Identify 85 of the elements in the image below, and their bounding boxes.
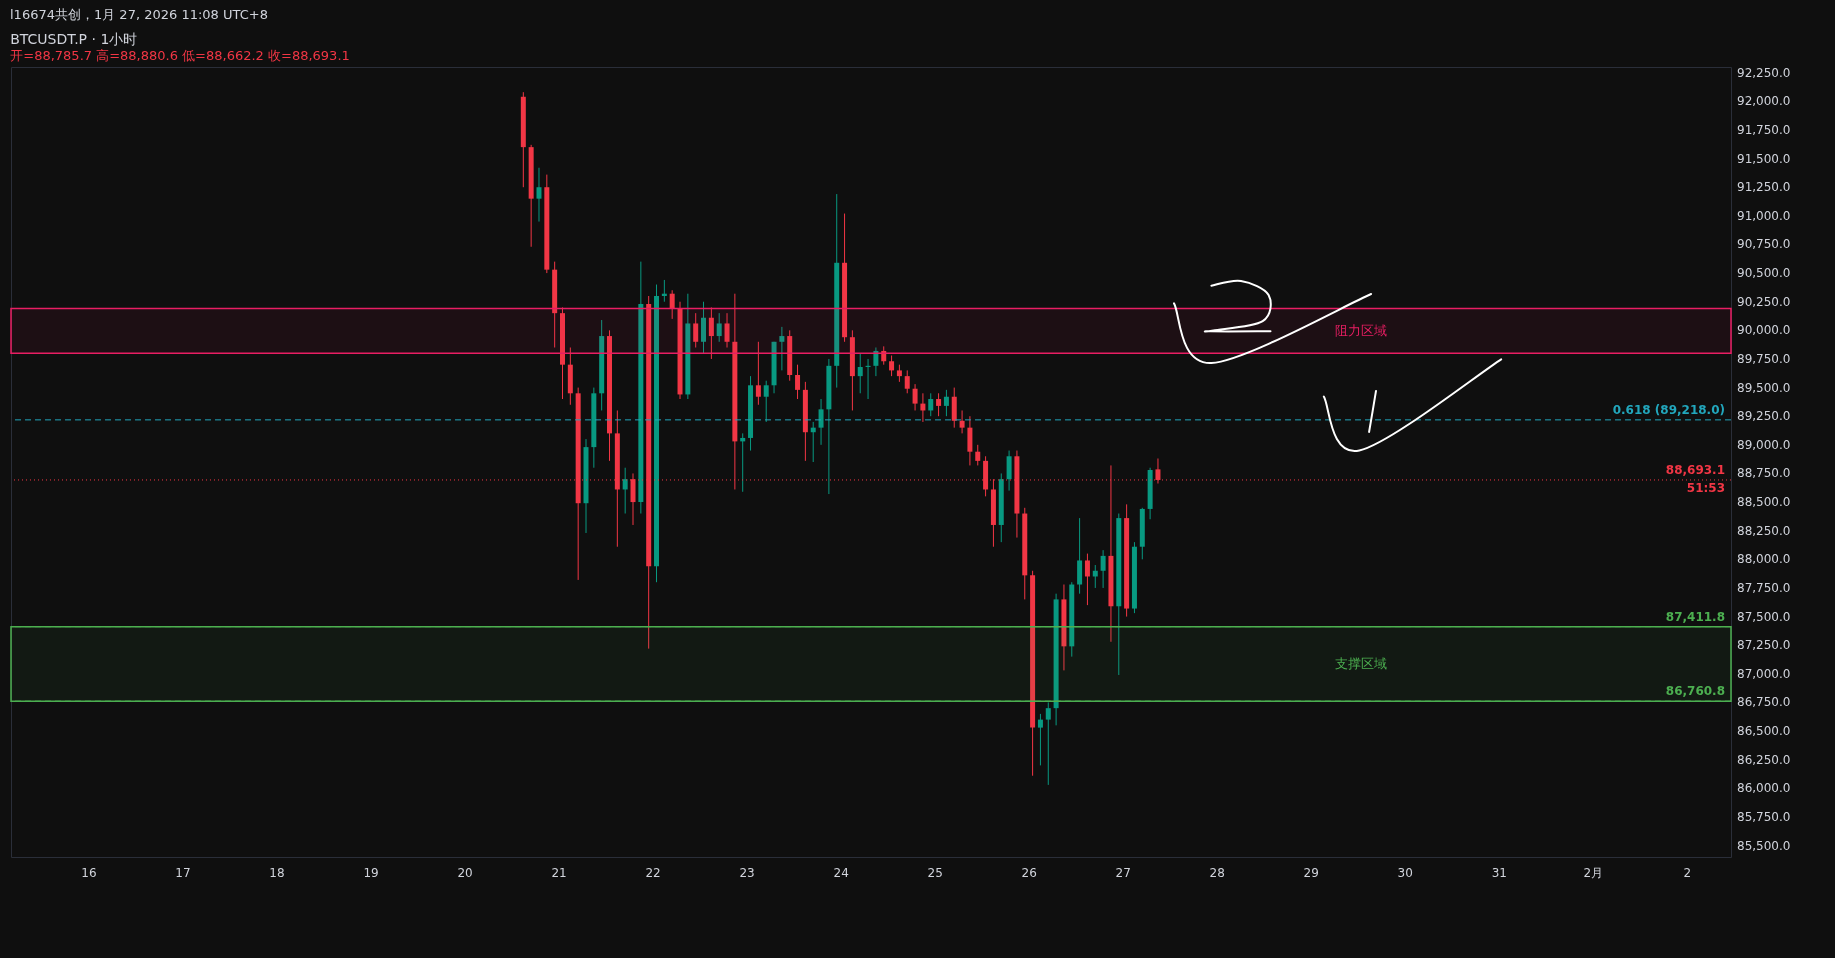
candlestick: [669, 289, 675, 320]
candlestick: [716, 312, 722, 343]
candlestick: [959, 409, 965, 434]
x-tick-label: 2月: [1583, 865, 1604, 880]
y-tick-label: 86,750.0: [1737, 695, 1791, 710]
candlestick: [661, 279, 667, 303]
y-tick-label: 91,750.0: [1737, 122, 1791, 137]
y-tick-label: 86,500.0: [1737, 724, 1791, 739]
x-tick-label: 29: [1303, 865, 1319, 880]
x-tick-label: 23: [739, 865, 755, 880]
y-tick-label: 92,250.0: [1737, 65, 1791, 80]
candlestick: [975, 444, 981, 466]
y-tick-label: 85,750.0: [1737, 809, 1791, 824]
x-tick-label: 22: [645, 865, 661, 880]
candlestick: [795, 364, 801, 400]
y-tick-label: 92,000.0: [1737, 94, 1791, 109]
chart-subtitle: 开=88,785.7 高=88,880.6 低=88,662.2 收=88,693.1: [10, 47, 350, 63]
candlestick: [1045, 701, 1051, 786]
x-tick-label: 25: [927, 865, 943, 880]
y-tick-label: 91,250.0: [1737, 180, 1791, 195]
candlestick: [536, 167, 542, 223]
y-tick-label: 88,250.0: [1737, 523, 1791, 538]
x-tick-label: 28: [1209, 865, 1225, 880]
y-tick-label: 90,500.0: [1737, 266, 1791, 281]
x-tick-label: 16: [81, 865, 97, 880]
y-tick-label: 89,750.0: [1737, 351, 1791, 366]
candlestick: [1084, 553, 1090, 606]
x-tick-label: 2: [1683, 865, 1692, 880]
ref-line-label: 86,760.8: [1665, 684, 1725, 699]
candlestick: [881, 345, 887, 366]
y-tick-label: 87,500.0: [1737, 609, 1791, 624]
y-tick-label: 85,500.0: [1737, 838, 1791, 853]
annotation: 51:53: [1686, 480, 1725, 495]
candlestick: [818, 398, 824, 446]
candlestick: [904, 369, 910, 394]
y-tick-label: 90,250.0: [1737, 294, 1791, 309]
y-tick-label: 91,000.0: [1737, 208, 1791, 223]
y-tick-label: 86,250.0: [1737, 752, 1791, 767]
ref-line-label: 88,693.1: [1665, 462, 1725, 477]
y-tick-label: 89,000.0: [1737, 437, 1791, 452]
y-tick-label: 87,250.0: [1737, 638, 1791, 653]
x-tick-label: 24: [833, 865, 849, 880]
x-tick-label: 17: [175, 865, 191, 880]
y-tick-label: 90,750.0: [1737, 237, 1791, 252]
candlestick: [873, 347, 879, 377]
ref-line-label: 0.618 (89,218.0): [1612, 402, 1725, 417]
candlestick: [857, 352, 863, 394]
x-tick-label: 31: [1491, 865, 1507, 880]
x-tick-label: 18: [269, 865, 285, 880]
y-tick-label: 87,000.0: [1737, 666, 1791, 681]
candlestick: [943, 389, 949, 417]
candlestick: [622, 467, 628, 515]
candlestick: [928, 392, 934, 417]
text: l16674共创，1月 27, 2026 11:08 UTC+8: [9, 6, 269, 24]
ref-line-label: 87,411.8: [1665, 609, 1725, 624]
y-tick-label: 88,750.0: [1737, 466, 1791, 481]
candlestick: [724, 312, 730, 349]
x-tick-label: 26: [1021, 865, 1037, 880]
candlestick: [708, 306, 714, 360]
candlestick: [755, 341, 761, 406]
x-tick-label: 21: [551, 865, 567, 880]
y-tick-label: 87,750.0: [1737, 580, 1791, 595]
x-tick-label: 27: [1115, 865, 1131, 880]
y-tick-label: 91,500.0: [1737, 151, 1791, 166]
candlestick: [1100, 549, 1106, 589]
y-tick-label: 89,250.0: [1737, 409, 1791, 424]
candlestick: [912, 383, 918, 411]
chart-title: BTCUSDT.P · 1小时: [10, 30, 138, 47]
x-tick-label: 20: [457, 865, 473, 880]
y-tick-label: 88,500.0: [1737, 495, 1791, 510]
y-tick-label: 90,000.0: [1737, 323, 1791, 338]
candlestick: [779, 326, 785, 371]
band-label: 阻力区域: [1335, 322, 1387, 338]
x-tick-label: 30: [1397, 865, 1413, 880]
y-tick-label: 86,000.0: [1737, 781, 1791, 796]
candlestick: [936, 392, 942, 417]
x-tick-label: 19: [363, 865, 379, 880]
candlestick: [693, 312, 699, 349]
y-tick-label: 89,500.0: [1737, 380, 1791, 395]
y-tick-label: 88,000.0: [1737, 552, 1791, 567]
candlestick: [889, 355, 895, 377]
candlestick: [1006, 450, 1012, 492]
candlestick: [1037, 713, 1043, 766]
band-label: 支撑区域: [1335, 655, 1387, 671]
candlestick: [763, 380, 769, 423]
